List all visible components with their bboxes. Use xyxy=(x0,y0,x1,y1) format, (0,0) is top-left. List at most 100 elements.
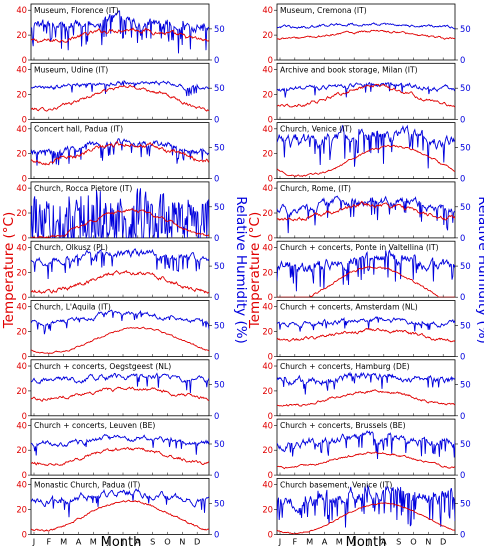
temperature-tick-label: 40 xyxy=(262,242,273,252)
panel-title: Church + concerts, Oegstgeest (NL) xyxy=(34,362,171,371)
temperature-tick-label: 0 xyxy=(268,529,273,539)
humidity-tick-label: 0 xyxy=(214,174,219,184)
panel-4: Church, Olkusz (PL) 0 20 40 0 50 xyxy=(16,240,225,302)
panel-title: Museum, Udine (IT) xyxy=(34,65,108,74)
right-x-axis-label: Month xyxy=(346,535,387,550)
panel-7: Church + concerts, Leuven (BE) 0 20 40 0 50 xyxy=(16,418,225,480)
temperature-tick-label: 20 xyxy=(16,149,27,159)
humidity-tick-label: 50 xyxy=(460,83,471,93)
temperature-line xyxy=(31,446,209,467)
month-tick-label: J xyxy=(121,536,124,546)
temperature-line xyxy=(277,502,455,535)
humidity-tick-label: 0 xyxy=(214,470,219,480)
temperature-tick-label: 40 xyxy=(16,65,27,75)
humidity-tick-label: 0 xyxy=(214,411,219,421)
temperature-tick-label: 0 xyxy=(268,352,273,362)
temperature-tick-label: 0 xyxy=(22,174,27,184)
panel-frame xyxy=(276,181,456,239)
temperature-line xyxy=(277,266,455,298)
temperature-tick-label: 20 xyxy=(262,30,273,40)
humidity-tick-label: 0 xyxy=(214,352,219,362)
panel-title: Church, Venice (IT) xyxy=(280,125,352,134)
humidity-tick-label: 50 xyxy=(214,202,225,212)
temperature-tick-label: 40 xyxy=(262,361,273,371)
temperature-tick-label: 40 xyxy=(262,183,273,193)
temperature-tick-label: 20 xyxy=(16,30,27,40)
temperature-tick-label: 40 xyxy=(16,183,27,193)
humidity-tick-label: 0 xyxy=(460,174,465,184)
month-tick-label: M xyxy=(306,536,313,546)
left-temperature-axis-label: Temperature (°C) xyxy=(1,212,17,330)
temperature-tick-label: 40 xyxy=(16,420,27,430)
temperature-line xyxy=(31,499,209,532)
temperature-tick-label: 20 xyxy=(16,327,27,337)
temperature-tick-label: 40 xyxy=(262,480,273,490)
panel-title: Church + concerts, Hamburg (DE) xyxy=(280,362,410,371)
humidity-line xyxy=(277,22,455,30)
temperature-tick-label: 20 xyxy=(16,267,27,277)
panel-frame xyxy=(276,359,456,417)
temperature-tick-label: 0 xyxy=(22,470,27,480)
temperature-line xyxy=(277,389,455,407)
temperature-tick-label: 0 xyxy=(22,292,27,302)
humidity-line xyxy=(31,138,209,166)
humidity-tick-label: 0 xyxy=(460,114,465,124)
month-tick-label: J xyxy=(352,536,355,546)
panel-6: Church + concerts, Oegstgeest (NL) 0 20 40 0… xyxy=(16,359,225,421)
temperature-line xyxy=(277,327,455,343)
humidity-tick-label: 50 xyxy=(214,83,225,93)
right-humidity-axis-label: Relative Humidity (%) xyxy=(475,196,484,344)
humidity-tick-label: 0 xyxy=(214,529,219,539)
humidity-tick-label: 0 xyxy=(460,352,465,362)
temperature-tick-label: 40 xyxy=(16,302,27,312)
panel-title: Church + concerts, Ponte in Valtellina (… xyxy=(280,243,439,252)
humidity-line xyxy=(31,488,209,518)
panel-16: Church + concerts, Brussels (BE) 0 20 40 0 50 xyxy=(262,418,471,480)
left-humidity-axis-label: Relative Humidity (%) xyxy=(233,196,249,344)
humidity-tick-label: 0 xyxy=(460,411,465,421)
month-tick-label: F xyxy=(292,536,297,546)
panel-frame xyxy=(276,122,456,179)
temperature-tick-label: 0 xyxy=(22,55,27,65)
temperature-tick-label: 20 xyxy=(262,89,273,99)
panel-1: Museum, Udine (IT) 0 20 40 0 50 xyxy=(16,62,225,124)
temperature-tick-label: 20 xyxy=(16,505,27,515)
panel-title: Church basement, Venice (IT) xyxy=(280,480,392,489)
temperature-line xyxy=(31,270,209,294)
humidity-line xyxy=(31,80,209,97)
panel-title: Archive and book storage, Milan (IT) xyxy=(280,65,418,74)
temperature-tick-label: 40 xyxy=(262,124,273,134)
temperature-line xyxy=(277,451,455,470)
panel-3: Church, Rocca Pietore (IT) 0 20 40 0 50 xyxy=(16,181,225,243)
panel-title: Church + concerts, Amsterdam (NL) xyxy=(280,303,418,312)
humidity-tick-label: 50 xyxy=(460,380,471,390)
temperature-line xyxy=(31,326,209,355)
humidity-tick-label: 50 xyxy=(214,24,225,34)
humidity-tick-label: 50 xyxy=(214,439,225,449)
humidity-line xyxy=(277,371,455,395)
humidity-tick-label: 50 xyxy=(460,320,471,330)
month-tick-label: M xyxy=(336,536,343,546)
humidity-tick-label: 50 xyxy=(214,380,225,390)
temperature-tick-label: 40 xyxy=(262,420,273,430)
panel-frame xyxy=(30,477,210,535)
temperature-line xyxy=(31,27,209,44)
temperature-line xyxy=(31,141,209,166)
humidity-tick-label: 0 xyxy=(214,55,219,65)
humidity-tick-label: 0 xyxy=(214,114,219,124)
humidity-tick-label: 0 xyxy=(460,470,465,480)
temperature-tick-label: 40 xyxy=(262,65,273,75)
humidity-line xyxy=(277,249,455,292)
panel-2: Concert hall, Padua (IT) 0 20 40 0 50 xyxy=(16,122,225,184)
panel-title: Church, Rome, (IT) xyxy=(280,184,351,193)
humidity-tick-label: 50 xyxy=(460,202,471,212)
month-tick-label: M xyxy=(60,536,67,546)
temperature-tick-label: 0 xyxy=(22,352,27,362)
temperature-tick-label: 0 xyxy=(22,233,27,243)
humidity-line xyxy=(31,433,209,456)
panel-title: Church + concerts, Brussels (BE) xyxy=(280,421,406,430)
panel-frame xyxy=(30,300,210,357)
temperature-tick-label: 20 xyxy=(262,445,273,455)
